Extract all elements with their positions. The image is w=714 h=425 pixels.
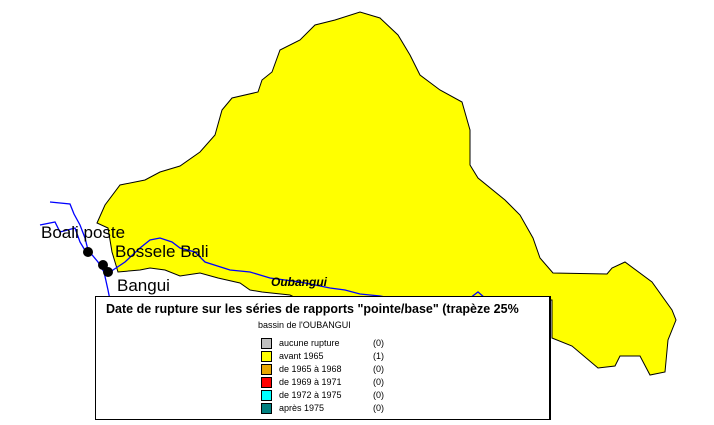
legend-title: Date de rupture sur les séries de rappor… xyxy=(106,302,519,316)
river-tributary xyxy=(39,221,87,253)
legend-swatch xyxy=(261,377,272,388)
legend-item-label: de 1969 à 1971 xyxy=(279,377,342,387)
oubangui-basin[interactable] xyxy=(96,11,677,376)
legend-swatch xyxy=(261,338,272,349)
legend-item-label: avant 1965 xyxy=(279,351,324,361)
legend-item-count: (0) xyxy=(373,390,384,400)
station-marker-bangui[interactable] xyxy=(103,267,113,277)
legend-item-count: (0) xyxy=(373,364,384,374)
legend-item-count: (1) xyxy=(373,351,384,361)
legend-swatch xyxy=(261,364,272,375)
rivers xyxy=(39,201,541,301)
legend-subtitle: bassin de l'OUBANGUI xyxy=(258,320,351,330)
legend-swatch xyxy=(261,403,272,414)
station-label-boali-poste: Boali poste xyxy=(41,223,126,242)
river-oubangui xyxy=(109,237,541,301)
station-marker-bossele-bali[interactable] xyxy=(98,260,108,270)
station-marker-boali-poste[interactable] xyxy=(83,247,93,257)
legend-item-label: après 1975 xyxy=(279,403,325,413)
legend: Date de rupture sur les séries de rappor… xyxy=(95,296,551,420)
legend-item-count: (0) xyxy=(373,377,384,387)
station-label-bangui: Bangui xyxy=(117,276,170,295)
river-label: Oubangui xyxy=(271,275,327,289)
stations xyxy=(83,247,113,277)
station-label-bossele-bali: Bossele Bali xyxy=(115,242,209,261)
legend-swatch xyxy=(261,351,272,362)
river-mbali xyxy=(49,201,111,301)
legend-item-label: aucune rupture xyxy=(279,338,340,348)
legend-item-label: de 1972 à 1975 xyxy=(279,390,342,400)
legend-item-count: (0) xyxy=(373,338,384,348)
legend-item-count: (0) xyxy=(373,403,384,413)
legend-swatch xyxy=(261,390,272,401)
legend-item-label: de 1965 à 1968 xyxy=(279,364,342,374)
